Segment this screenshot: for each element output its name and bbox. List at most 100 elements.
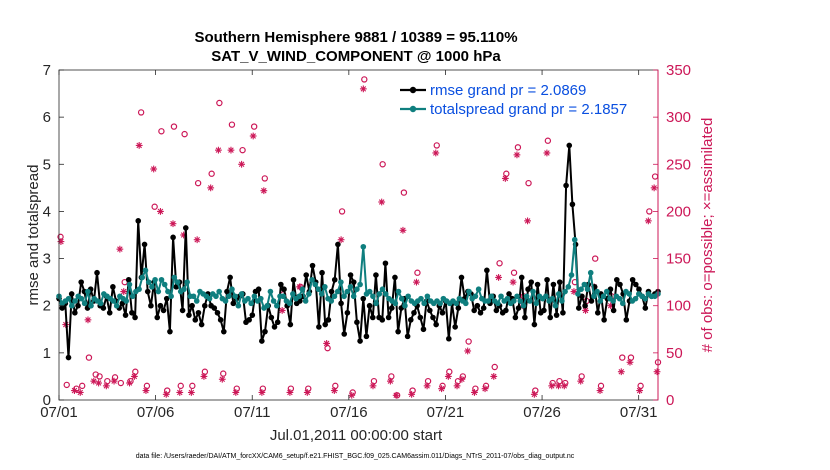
totalspread-point bbox=[142, 267, 149, 274]
totalspread-point bbox=[149, 284, 155, 290]
rmse-point bbox=[274, 319, 281, 326]
rmse-point bbox=[303, 272, 310, 278]
obs-assimilated-marker bbox=[543, 149, 551, 157]
obs-assimilated-stroke bbox=[408, 391, 415, 398]
obs-possible-marker bbox=[544, 137, 552, 144]
obs-assimilated-marker bbox=[653, 368, 661, 376]
obs-assimilated-marker bbox=[130, 373, 138, 380]
obs-assimilated-stroke bbox=[387, 378, 394, 384]
rmse-point bbox=[230, 300, 237, 307]
rmse-point bbox=[154, 314, 161, 321]
totalspread-point bbox=[65, 295, 72, 302]
obs-possible-marker bbox=[370, 377, 378, 385]
obs-assimilated-stroke bbox=[636, 387, 643, 394]
totalspread-point bbox=[206, 295, 213, 302]
y-left-tick-label: 2 bbox=[43, 298, 51, 315]
rmse-point bbox=[201, 302, 208, 309]
obs-assimilated-marker bbox=[650, 184, 658, 192]
obs-assimilated-stroke bbox=[323, 340, 330, 347]
obs-assimilated-stroke bbox=[413, 279, 420, 285]
obs-assimilated-marker bbox=[348, 391, 356, 399]
obs-possible-marker bbox=[189, 382, 196, 390]
rmse-point bbox=[636, 286, 642, 293]
y-axis-right-label: # of obs: o=possible; ×=assimilated bbox=[699, 118, 716, 353]
totalspread-point bbox=[270, 298, 277, 304]
obs-assimilated-marker bbox=[116, 245, 124, 253]
rmse-point bbox=[522, 314, 528, 321]
obs-assimilated-stroke bbox=[95, 380, 102, 386]
obs-possible-marker bbox=[201, 368, 209, 375]
rmse-point bbox=[163, 295, 170, 302]
totalspread-point bbox=[309, 276, 315, 283]
obs-assimilated-stroke bbox=[194, 236, 200, 243]
totalspread-point bbox=[437, 300, 443, 307]
totalspread-point bbox=[514, 293, 520, 300]
obs-assimilated-stroke bbox=[188, 389, 195, 396]
rmse-point bbox=[59, 305, 65, 311]
rmse-point bbox=[493, 307, 500, 314]
rmse-point bbox=[271, 324, 278, 330]
rmse-point bbox=[407, 317, 414, 323]
obs-assimilated-marker bbox=[110, 377, 118, 385]
totalspread-point bbox=[466, 288, 472, 295]
obs-assimilated-stroke bbox=[219, 376, 226, 383]
totalspread-point bbox=[165, 288, 171, 295]
obs-assimilated-marker bbox=[95, 379, 103, 387]
obs-possible-marker bbox=[78, 382, 86, 390]
rmse-point bbox=[281, 286, 287, 293]
rmse-point bbox=[198, 321, 205, 328]
rmse-point bbox=[224, 288, 230, 295]
totalspread-point bbox=[616, 295, 623, 302]
totalspread-point bbox=[370, 293, 376, 300]
totalspread-point bbox=[274, 302, 280, 309]
obs-assimilated-marker bbox=[513, 151, 521, 159]
rmse-point bbox=[347, 272, 354, 278]
obs-possible-marker bbox=[578, 373, 585, 380]
obs-assimilated-stroke bbox=[296, 284, 303, 290]
rmse-point bbox=[170, 234, 176, 241]
obs-assimilated-marker bbox=[126, 379, 133, 387]
obs-possible-marker bbox=[491, 363, 498, 371]
obs-assimilated-stroke bbox=[424, 383, 430, 389]
rmse-point bbox=[290, 276, 297, 283]
totalspread-point bbox=[453, 300, 459, 307]
obs-possible-marker bbox=[379, 161, 386, 168]
rmse-point bbox=[642, 305, 649, 311]
rmse-point bbox=[325, 317, 332, 323]
x-tick-label: 07/01 bbox=[40, 404, 78, 421]
obs-assimilated-stroke bbox=[445, 373, 452, 380]
obs-assimilated-stroke bbox=[482, 385, 488, 392]
rmse-point bbox=[629, 276, 636, 283]
rmse-point bbox=[547, 314, 554, 321]
totalspread-point bbox=[171, 274, 178, 281]
totalspread-point bbox=[568, 272, 575, 278]
obs-assimilated-stroke bbox=[103, 383, 110, 389]
totalspread-point bbox=[376, 291, 383, 297]
rmse-point bbox=[582, 302, 588, 309]
totalspread-point bbox=[136, 286, 142, 293]
x-tick-label: 07/21 bbox=[427, 404, 465, 421]
obs-assimilated-stroke bbox=[207, 185, 214, 191]
obs-possible-marker bbox=[73, 385, 80, 392]
obs-assimilated-marker bbox=[413, 278, 420, 286]
obs-assimilated-marker bbox=[207, 184, 215, 192]
totalspread-point bbox=[552, 302, 559, 309]
rmse-point bbox=[420, 326, 427, 333]
rmse-point bbox=[278, 281, 284, 288]
rmse-point bbox=[563, 182, 569, 189]
obs-assimilated-marker bbox=[260, 187, 268, 195]
rmse-point bbox=[100, 305, 107, 311]
totalspread-point bbox=[338, 279, 344, 285]
totalspread-point bbox=[517, 298, 524, 304]
rmse-point bbox=[458, 274, 465, 281]
obs-assimilated-marker bbox=[453, 382, 461, 390]
totalspread-point bbox=[587, 269, 594, 276]
totalspread-point bbox=[626, 291, 632, 297]
rmse-point bbox=[528, 279, 535, 285]
rmse-point bbox=[341, 331, 348, 337]
obs-assimilated-stroke bbox=[126, 380, 133, 386]
obs-possible-marker bbox=[388, 373, 395, 380]
legend-rmse-label: rmse grand pr = 2.0869 bbox=[430, 82, 586, 99]
obs-assimilated-marker bbox=[577, 377, 585, 385]
obs-possible-marker bbox=[592, 255, 599, 262]
